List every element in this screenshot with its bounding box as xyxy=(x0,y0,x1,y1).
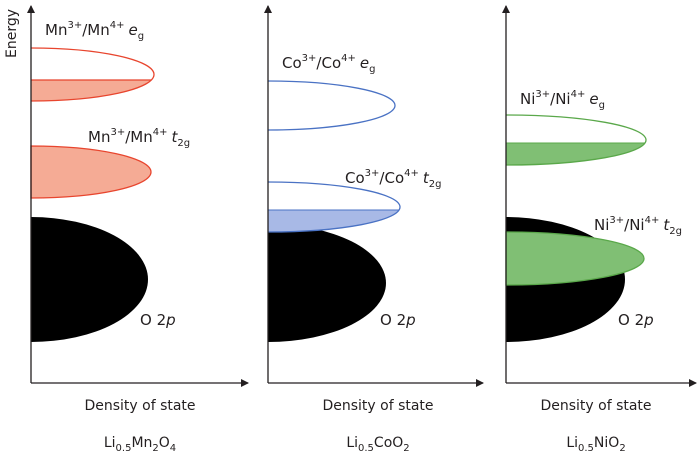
o2p-band xyxy=(268,224,386,342)
t2g-label: Co3+/Co4+ t2g xyxy=(345,168,441,190)
o2p-band xyxy=(31,217,148,342)
panel-mn: Mn3+/Mn4+ eg Mn3+/Mn4+ t2g O 2p Density of… xyxy=(27,5,249,454)
eg-band-filled xyxy=(31,80,151,101)
x-axis-label: Density of state xyxy=(84,398,195,414)
energy-axis-label: Energy xyxy=(4,9,20,58)
eg-label: Ni3+/Ni4+ eg xyxy=(520,89,605,111)
x-axis-label: Density of state xyxy=(540,398,651,414)
compound-label: Li0.5NiO2 xyxy=(566,435,625,454)
o2p-label: O 2p xyxy=(380,311,416,329)
compound-label: Li0.5CoO2 xyxy=(346,435,409,454)
compound-label: Li0.5Mn2O4 xyxy=(104,435,176,454)
t2g-band xyxy=(30,145,152,199)
panel-co: Co3+/Co4+ eg Co3+/Co4+ t2g O 2p Density of… xyxy=(264,5,484,454)
t2g-band xyxy=(505,231,645,286)
eg-label: Co3+/Co4+ eg xyxy=(282,53,375,75)
t2g-label: Ni3+/Ni4+ t2g xyxy=(594,215,682,237)
t2g-band-filled xyxy=(268,210,399,232)
eg-band-filled xyxy=(506,143,645,165)
eg-band xyxy=(267,80,396,131)
panel-ni: Ni3+/Ni4+ eg Ni3+/Ni4+ t2g O 2p Density of… xyxy=(502,5,697,454)
x-axis-label: Density of state xyxy=(322,398,433,414)
o2p-label: O 2p xyxy=(618,311,654,329)
eg-label: Mn3+/Mn4+ eg xyxy=(45,20,144,42)
eg-band xyxy=(30,47,155,102)
t2g-band xyxy=(267,181,401,233)
o2p-label: O 2p xyxy=(140,311,176,329)
t2g-label: Mn3+/Mn4+ t2g xyxy=(88,127,190,149)
eg-band xyxy=(505,114,647,166)
